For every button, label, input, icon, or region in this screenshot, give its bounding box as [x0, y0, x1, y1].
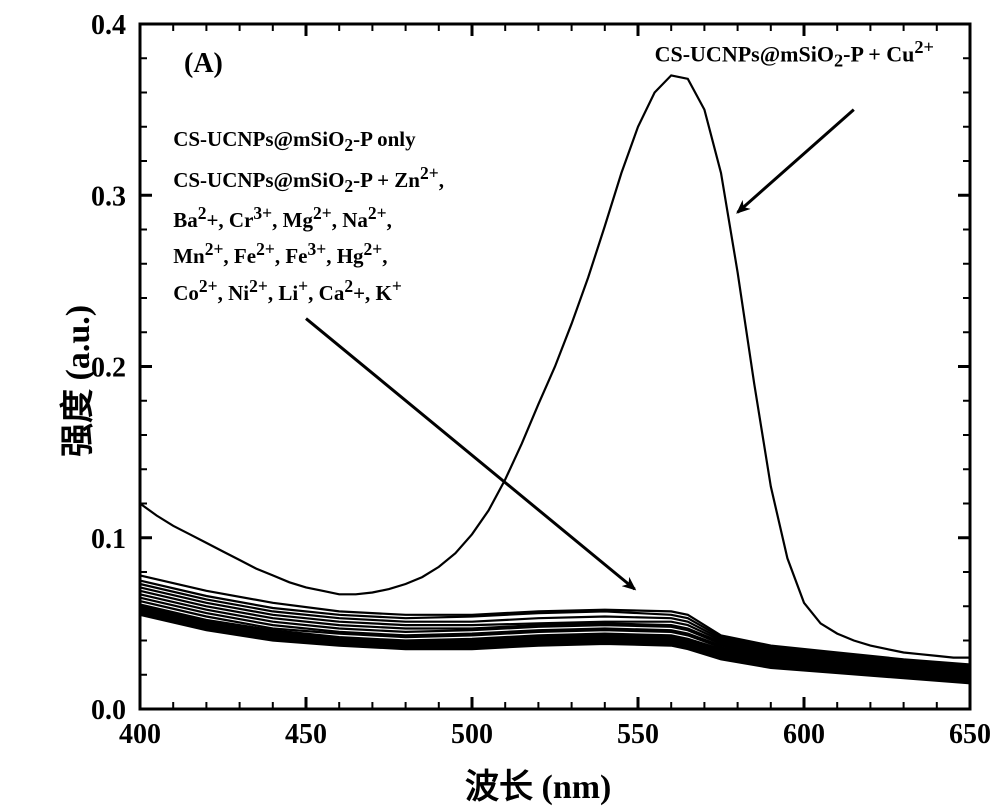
y-tick-label: 0.3 [91, 181, 126, 212]
x-tick-label: 450 [285, 719, 327, 750]
panel-label: (A) [184, 42, 223, 85]
arrow-cu [738, 110, 854, 213]
figure-root: 4004505005506006500.00.10.20.30.4 (A) CS… [0, 0, 1000, 809]
annotation-cu-label: CS-UCNPs@mSiO2-P + Cu2+ [655, 33, 934, 75]
x-axis-label: 波长 (nm) [465, 759, 611, 808]
x-tick-label: 500 [451, 719, 493, 750]
x-tick-label: 550 [617, 719, 659, 750]
y-tick-label: 0.1 [91, 524, 126, 555]
annotation-baseline-label: CS-UCNPs@mSiO2-P onlyCS-UCNPs@mSiO2-P + … [173, 123, 444, 309]
x-tick-label: 600 [783, 719, 825, 750]
x-tick-label: 650 [949, 719, 991, 750]
y-axis-label: 强度 (a.u.) [50, 304, 99, 456]
y-tick-label: 0.4 [91, 10, 126, 41]
y-tick-label: 0.0 [91, 695, 126, 726]
chart-svg: 4004505005506006500.00.10.20.30.4 [0, 0, 1000, 809]
arrow-baseline [306, 319, 635, 590]
